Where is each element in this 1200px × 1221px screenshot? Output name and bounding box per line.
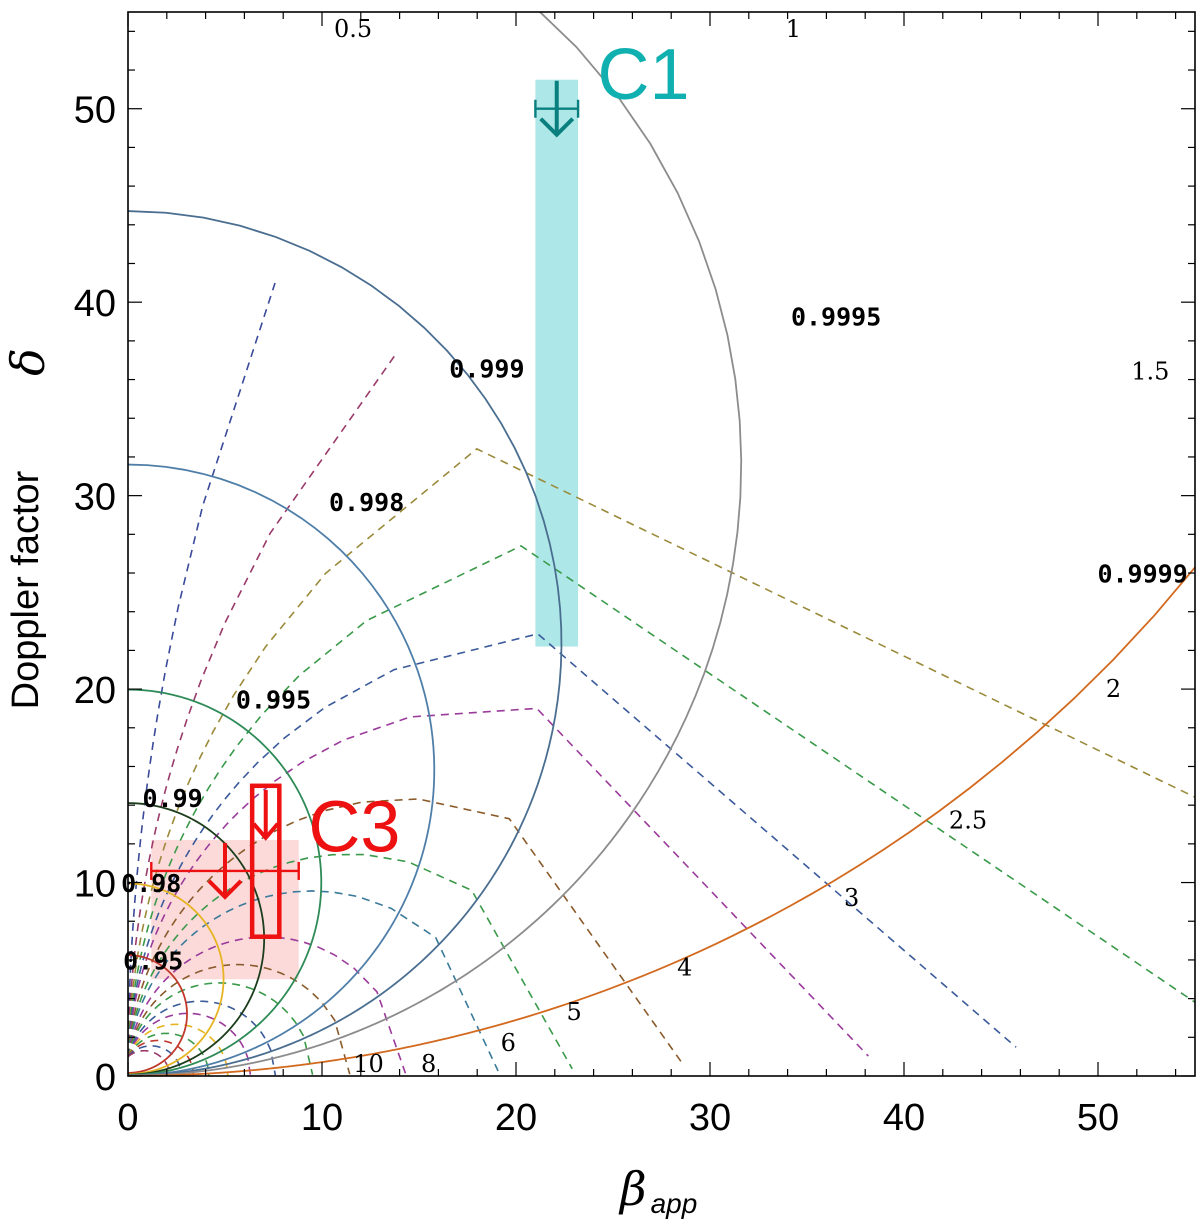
angle-label: 1.5 xyxy=(1131,358,1169,386)
x-tick-label: 50 xyxy=(1077,1097,1119,1139)
y-tick-label: 20 xyxy=(74,670,116,712)
speed-label: 0.98 xyxy=(121,869,181,898)
angle-label: 6 xyxy=(501,1029,516,1057)
angle-contour xyxy=(128,544,1195,1057)
box-arrowhead xyxy=(252,822,280,841)
speed-label: 0.995 xyxy=(236,685,311,714)
x-axis-subscript: app xyxy=(651,1188,698,1219)
y-tick-label: 50 xyxy=(74,90,116,132)
speed-contour xyxy=(128,463,436,1076)
component-label-c1: C1 xyxy=(597,35,689,115)
plot-frame xyxy=(127,11,1196,1077)
y-tick-label: 40 xyxy=(74,283,116,325)
speed-label: 0.9995 xyxy=(791,302,881,331)
angle-label: 1 xyxy=(786,15,801,43)
axis-ticks: 0 10 20 30 40 50 0 10 20 30 40 50 xyxy=(74,12,1195,1139)
angle-label: 4 xyxy=(677,953,692,981)
angle-contour xyxy=(128,963,351,1075)
angle-label: 3 xyxy=(844,884,859,912)
speed-label: 0.999 xyxy=(449,355,524,384)
angle-label: 8 xyxy=(421,1050,436,1078)
marker-c3: C3 xyxy=(150,783,400,939)
angle-label: 2 xyxy=(1106,675,1121,703)
contour-labels: 0.95 0.98 0.99 0.995 0.998 0.999 0.9995 0.9999 0… xyxy=(121,15,1188,1078)
upper-limit-arrowhead xyxy=(539,117,575,138)
x-tick-label: 10 xyxy=(301,1097,343,1139)
x-axis-symbol: β xyxy=(618,1162,647,1216)
x-tick-label: 30 xyxy=(689,1097,731,1139)
angle-label: 5 xyxy=(567,998,582,1026)
speed-label: 0.99 xyxy=(143,784,203,813)
limit-box xyxy=(249,783,282,939)
y-tick-label: 30 xyxy=(74,477,116,519)
x-tick-label: 20 xyxy=(495,1097,537,1139)
upper-limit-arrowhead xyxy=(207,879,243,900)
x-tick-label: 40 xyxy=(883,1097,925,1139)
angle-contour xyxy=(128,1049,171,1076)
x-tick-label: 0 xyxy=(117,1097,138,1139)
y-tick-label: 10 xyxy=(74,864,116,906)
speed-label: 0.95 xyxy=(123,947,183,976)
component-markers: C1 C3 xyxy=(150,35,690,939)
x-axis-title: β app xyxy=(618,1162,697,1219)
y-axis-title: Doppler factor xyxy=(5,470,47,709)
angle-label: 2.5 xyxy=(949,806,987,834)
y-tick-label: 0 xyxy=(95,1057,116,1099)
angle-label: 10 xyxy=(353,1050,384,1078)
marker-c1: C1 xyxy=(534,35,690,138)
speed-label: 0.998 xyxy=(329,488,404,517)
speed-contour xyxy=(128,954,188,1074)
component-label-c3: C3 xyxy=(308,788,400,868)
y-axis-symbol: δ xyxy=(1,348,55,376)
speed-label: 0.9999 xyxy=(1097,560,1187,589)
band-c1 xyxy=(535,79,579,647)
angle-label: 0.5 xyxy=(334,15,372,43)
